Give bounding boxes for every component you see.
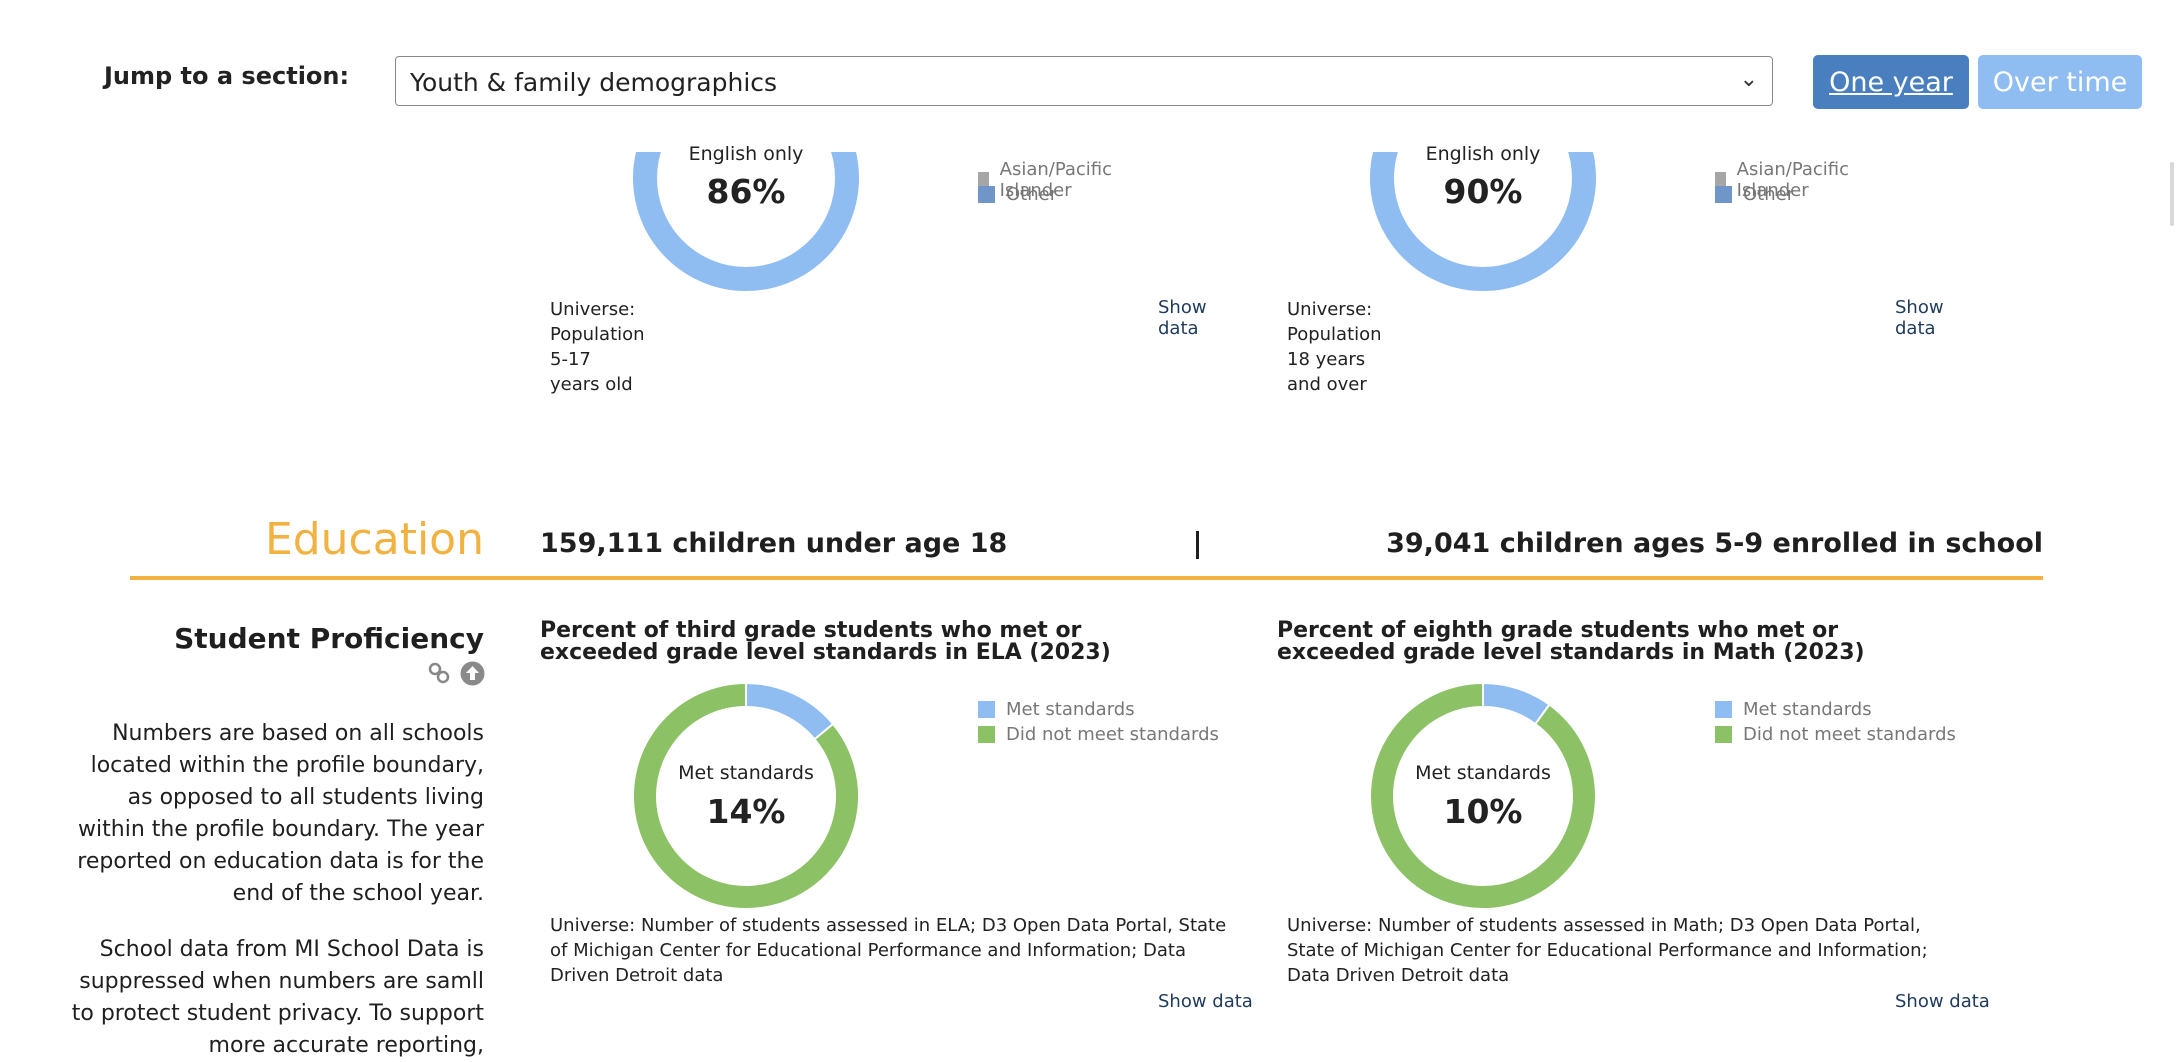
show-data-link[interactable]: Show data xyxy=(1158,991,1253,1012)
donut-slice xyxy=(745,681,835,741)
donut-center-percent: 90% xyxy=(1443,172,1523,211)
show-data-link[interactable]: Show data xyxy=(1895,991,1990,1012)
legend-label: Other xyxy=(1006,184,1058,205)
legend-item: Other xyxy=(978,184,1057,205)
one-year-button-overlay[interactable]: One year xyxy=(1813,55,1969,109)
legend-label: Asian/Pacific Islander xyxy=(999,159,1113,201)
privacy-paragraph: School data from MI School Data is suppr… xyxy=(71,937,484,1058)
legend-swatch xyxy=(1715,701,1732,718)
donut-center-label: English only xyxy=(688,143,804,165)
scrollbar-thumb[interactable] xyxy=(2170,162,2174,226)
legend-item: Asian/Pacific Islander xyxy=(978,159,1118,201)
donut-center-percent: 86% xyxy=(706,172,786,211)
donut-chart-math xyxy=(1369,681,1597,910)
methodology-paragraph: Numbers are based on all schools located… xyxy=(77,721,484,906)
legend-swatch xyxy=(1715,186,1732,203)
legend-item: Did not meet standards xyxy=(1715,724,1956,745)
legend-label: Met standards xyxy=(1006,699,1135,720)
legend-item: Other xyxy=(1715,184,1794,205)
show-data-link[interactable]: Show data xyxy=(1158,297,1207,339)
donut-slice xyxy=(632,681,860,910)
donut-center-label: Met standards xyxy=(678,762,814,784)
section-select-value: Youth & family demographics xyxy=(410,68,778,97)
legend-item: Did not meet standards xyxy=(978,724,1219,745)
legend-swatch xyxy=(978,726,995,743)
section-divider-rule xyxy=(130,576,2043,580)
legend-label: Did not meet standards xyxy=(1743,724,1956,745)
donut-chart-ela xyxy=(632,681,860,910)
jump-to-section-label-overlay: Jump to a section: xyxy=(104,62,350,90)
universe-note: Universe: Population 18 years and over xyxy=(1287,299,1382,395)
donut-center-label: English only xyxy=(1425,143,1541,165)
stat-children-enrolled: 39,041 children ages 5-9 enrolled in sch… xyxy=(1386,528,2043,559)
over-time-button-overlay[interactable]: Over time xyxy=(1978,55,2142,109)
legend-label: Asian/Pacific Islander xyxy=(1736,159,1850,201)
stat-divider xyxy=(1196,531,1199,559)
donut-center-percent: 14% xyxy=(706,792,786,831)
legend-swatch xyxy=(1715,726,1732,743)
legend-swatch xyxy=(978,701,995,718)
legend-label: Did not meet standards xyxy=(1006,724,1219,745)
universe-note: Universe: Number of students assessed in… xyxy=(1287,915,1928,986)
legend-item: Met standards xyxy=(978,699,1135,720)
legend-label: Met standards xyxy=(1743,699,1872,720)
link-icon[interactable] xyxy=(426,660,452,686)
education-section-title: Education xyxy=(264,514,484,565)
legend-swatch xyxy=(1715,171,1726,189)
stat-children-under-18: 159,111 children under age 18 xyxy=(540,528,1008,559)
legend-item: Met standards xyxy=(1715,699,1872,720)
donut-center-label: Met standards xyxy=(1415,762,1551,784)
legend-item: Asian/Pacific Islander xyxy=(1715,159,1855,201)
donut-slice xyxy=(1369,681,1597,910)
legend-swatch xyxy=(978,186,995,203)
universe-note: Universe: Population 5-17 years old xyxy=(550,299,645,395)
legend-label: Other xyxy=(1743,184,1795,205)
section-select-overlay[interactable]: Youth & family demographics ⌄ xyxy=(395,56,1773,106)
donut-center-percent: 10% xyxy=(1443,792,1523,831)
chevron-down-icon: ⌄ xyxy=(1739,67,1758,92)
back-to-top-icon[interactable] xyxy=(460,661,485,686)
legend-swatch xyxy=(978,171,989,189)
chart-title: Percent of third grade students who met … xyxy=(540,618,1111,665)
show-data-link[interactable]: Show data xyxy=(1895,297,1944,339)
student-proficiency-title: Student Proficiency xyxy=(174,622,484,655)
chart-title: Percent of eighth grade students who met… xyxy=(1277,618,1865,665)
universe-note: Universe: Number of students assessed in… xyxy=(550,915,1227,986)
